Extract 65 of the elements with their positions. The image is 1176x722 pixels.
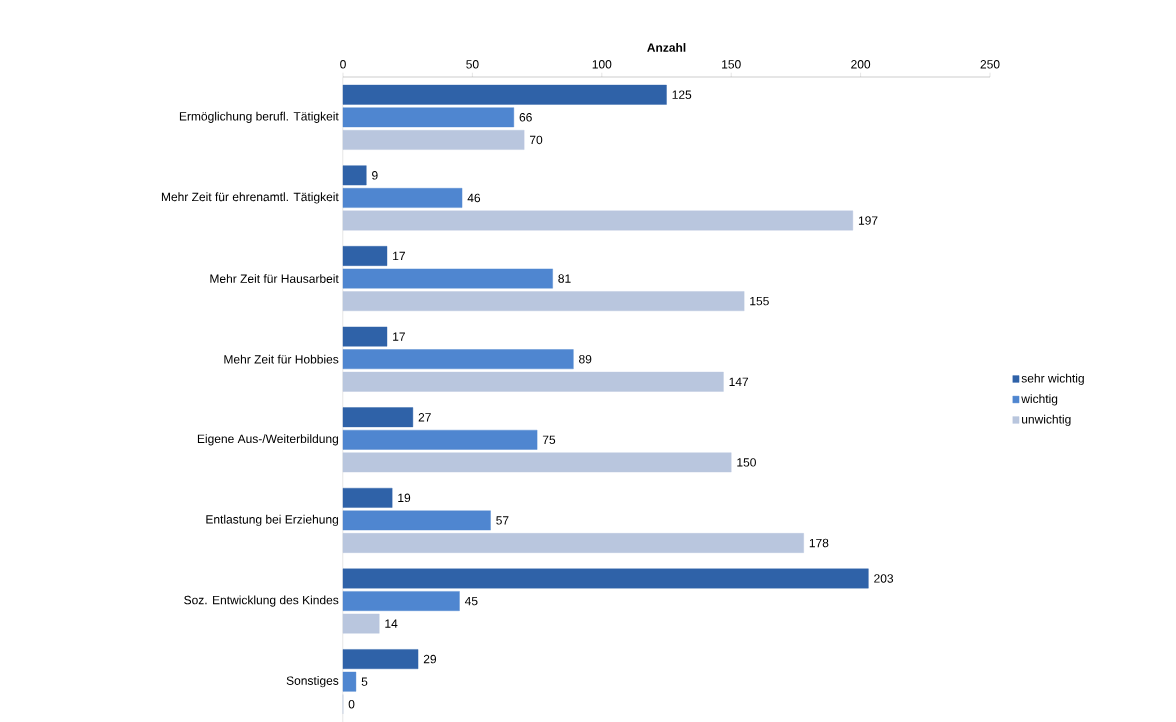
data-label: 66 bbox=[519, 113, 532, 122]
data-label: 27 bbox=[418, 413, 431, 422]
y-tick-label: Eigene Aus-/Weiterbildung bbox=[197, 434, 339, 446]
y-tick-label: Ermöglichung berufl. Tätigkeit bbox=[179, 111, 339, 123]
y-tick-label: Mehr Zeit für Hausarbeit bbox=[210, 274, 339, 283]
data-label: 178 bbox=[809, 538, 829, 548]
y-tick-label: Mehr Zeit für ehrenamtl. Tätigkeit bbox=[161, 192, 339, 204]
data-label: 9 bbox=[372, 171, 378, 180]
bar bbox=[342, 246, 388, 266]
bar bbox=[342, 188, 463, 208]
bar bbox=[342, 613, 380, 634]
legend-label: unwichtig bbox=[1022, 414, 1071, 426]
bar bbox=[342, 568, 869, 589]
x-tick-label: 0 bbox=[340, 60, 346, 69]
bar bbox=[342, 533, 804, 553]
data-label: 46 bbox=[467, 193, 481, 203]
bar bbox=[342, 452, 732, 473]
bar bbox=[342, 210, 854, 231]
bar bbox=[342, 291, 745, 312]
data-label: 45 bbox=[464, 596, 478, 606]
y-tick-label: Soz. Entwicklung des Kindes bbox=[184, 595, 339, 607]
x-tick-label: 150 bbox=[722, 60, 741, 69]
data-label: 5 bbox=[361, 677, 368, 686]
data-label: 0 bbox=[348, 700, 355, 709]
bar bbox=[342, 487, 393, 508]
x-tick-label: 50 bbox=[466, 60, 479, 69]
bar bbox=[342, 591, 460, 611]
data-label: 197 bbox=[858, 216, 878, 225]
x-tick-label: 200 bbox=[851, 60, 871, 69]
data-label: 75 bbox=[542, 435, 556, 444]
legend-label: wichtig bbox=[1021, 394, 1058, 406]
data-label: 70 bbox=[529, 135, 543, 145]
data-label: 147 bbox=[729, 377, 749, 386]
data-label: 57 bbox=[496, 516, 509, 525]
y-tick-label: Entlastung bei Erziehung bbox=[206, 514, 338, 527]
data-label: 203 bbox=[874, 574, 894, 583]
data-label: 89 bbox=[579, 354, 592, 364]
bar bbox=[342, 407, 414, 428]
data-label: 29 bbox=[423, 654, 437, 664]
x-tick-label: 100 bbox=[592, 60, 612, 69]
data-label: 14 bbox=[385, 619, 398, 628]
bar bbox=[342, 510, 491, 531]
data-label: 17 bbox=[393, 332, 405, 341]
data-label: 155 bbox=[750, 296, 769, 306]
bar bbox=[342, 107, 515, 128]
bar bbox=[342, 326, 388, 347]
data-label: 19 bbox=[398, 493, 411, 503]
legend-label: sehr wichtig bbox=[1021, 373, 1084, 385]
bar bbox=[342, 429, 538, 450]
bar bbox=[342, 649, 419, 669]
bar bbox=[342, 671, 357, 692]
x-tick-label: 250 bbox=[980, 60, 1000, 69]
data-label: 17 bbox=[393, 251, 405, 261]
y-tick-label: Mehr Zeit für Hobbies bbox=[224, 354, 339, 364]
bar bbox=[342, 349, 574, 370]
data-label: 81 bbox=[558, 274, 571, 283]
bar bbox=[342, 371, 724, 392]
data-label: 125 bbox=[672, 90, 692, 99]
x-axis-title: Anzahl bbox=[647, 43, 686, 52]
bar bbox=[342, 84, 667, 105]
bar bbox=[342, 130, 525, 150]
data-label: 150 bbox=[737, 458, 756, 467]
bar bbox=[342, 165, 367, 186]
y-tick-label: Sonstiges bbox=[286, 676, 339, 688]
bar bbox=[342, 268, 553, 289]
